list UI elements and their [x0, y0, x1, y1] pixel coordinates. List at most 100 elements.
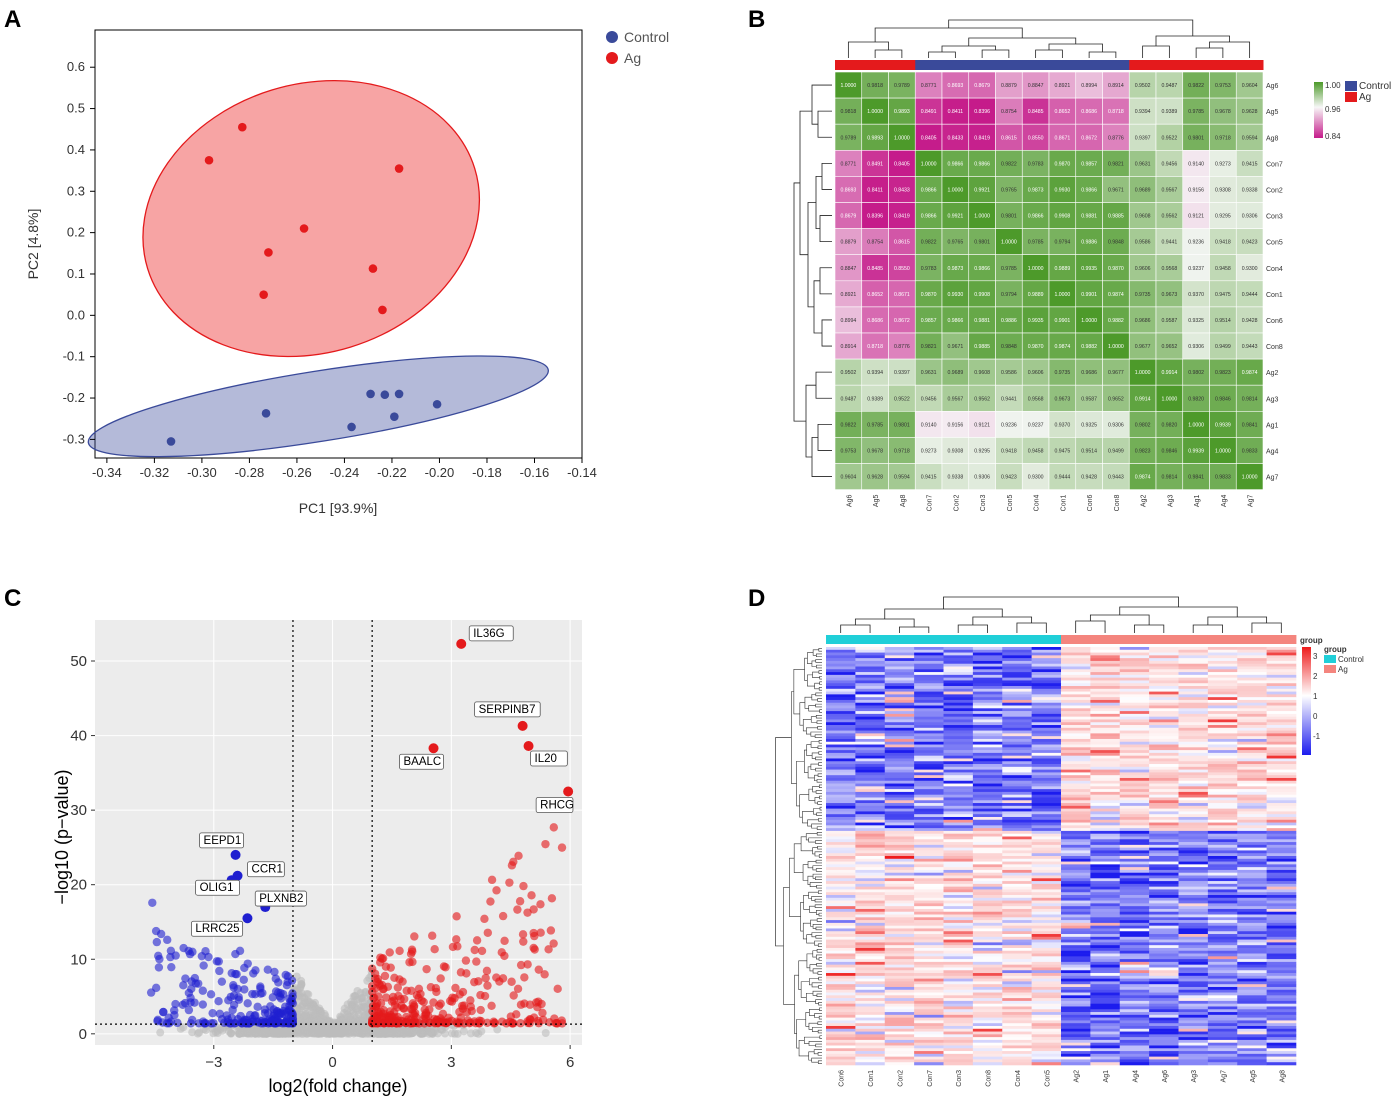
expression-cell — [1178, 911, 1209, 915]
expression-cell — [943, 836, 974, 840]
expression-cell — [943, 755, 974, 759]
expression-cell — [1149, 842, 1179, 846]
expression-cell — [1002, 755, 1032, 759]
expression-cell — [884, 789, 915, 793]
expression-cell — [1002, 688, 1032, 692]
expression-cell — [972, 900, 1003, 904]
correlation-cell-value: 0.8847 — [840, 266, 856, 272]
correlation-cell-value: 0.9794 — [1054, 240, 1070, 246]
expression-cell — [943, 1028, 974, 1032]
expression-cell — [1237, 719, 1267, 723]
expression-cell — [1002, 889, 1032, 893]
correlation-column-label: Ag1 — [1194, 495, 1201, 508]
expression-cell — [1090, 914, 1121, 918]
expression-cell — [1266, 733, 1297, 737]
correlation-cell-value: 0.9671 — [947, 344, 963, 350]
expression-cell — [1237, 920, 1267, 924]
correlation-cell — [888, 71, 916, 99]
expression-cell — [1178, 1056, 1209, 1060]
expression-cell — [1119, 736, 1150, 740]
expression-cell — [943, 959, 974, 963]
expression-cell — [1061, 839, 1091, 843]
correlation-cell — [1182, 228, 1210, 256]
expression-cell — [1031, 800, 1062, 804]
correlation-cell-value: 0.9866 — [921, 214, 937, 220]
expression-cell — [1149, 805, 1179, 809]
volcano-gene-label: BAALC — [404, 756, 442, 768]
expression-column-label: Ag2 — [1074, 1070, 1081, 1083]
correlation-cell-value: 1.0000 — [1028, 266, 1044, 272]
expression-cell — [1178, 872, 1209, 876]
expression-cell — [1090, 660, 1121, 665]
expression-cell — [826, 649, 856, 653]
expression-cell — [914, 998, 944, 1002]
expression-cell — [1237, 655, 1267, 659]
correlation-cell-value: 0.9458 — [1028, 448, 1044, 454]
correlation-cell — [941, 228, 970, 256]
expression-cell — [914, 881, 944, 885]
expression-cell — [1237, 764, 1267, 768]
correlation-cell-value: 0.9140 — [1188, 161, 1204, 167]
expression-row-dendrogram-branch — [814, 734, 822, 738]
correlation-cell — [1048, 254, 1077, 282]
expression-cell — [1031, 956, 1062, 960]
expression-cell — [884, 883, 915, 887]
expression-cell — [855, 889, 886, 893]
expression-cell — [884, 669, 915, 673]
volcano-point-up — [462, 969, 471, 978]
expression-cell — [1061, 708, 1091, 712]
expression-cell — [1207, 964, 1238, 968]
expression-cell — [1266, 758, 1297, 762]
expression-cell — [1119, 744, 1150, 748]
correlation-row-label: Ag3 — [1266, 396, 1279, 403]
volcano-gene-label: IL20 — [535, 753, 557, 765]
expression-cell — [884, 1039, 915, 1044]
expression-cell — [1178, 811, 1209, 815]
expression-row-dendrogram-branch — [818, 740, 822, 744]
expression-cell — [1266, 942, 1297, 946]
expression-cell — [826, 953, 856, 957]
expression-cell — [1002, 853, 1032, 857]
expression-cell — [1266, 922, 1297, 926]
expression-cell — [1149, 711, 1179, 715]
expression-cell — [1119, 897, 1150, 901]
expression-row-dendrogram-branch — [806, 992, 816, 1002]
expression-cell — [826, 791, 856, 795]
expression-cell — [943, 716, 974, 720]
expression-cell — [1031, 867, 1062, 871]
expression-row-dendrogram-branch — [812, 649, 819, 656]
expression-cell — [972, 928, 1003, 932]
correlation-cell — [1182, 384, 1210, 412]
volcano-point-up — [372, 977, 382, 986]
volcano-point-up — [393, 983, 403, 992]
expression-cell — [972, 853, 1003, 857]
expression-cell — [914, 825, 944, 829]
expression-cell — [914, 1028, 944, 1032]
expression-cell — [1178, 892, 1209, 896]
expression-cell — [1178, 744, 1209, 748]
expression-cell — [1207, 961, 1238, 965]
expression-cell — [1061, 973, 1091, 977]
volcano-point-down — [206, 990, 216, 999]
expression-cell — [972, 758, 1003, 762]
expression-cell — [1119, 942, 1150, 946]
correlation-cell — [968, 384, 996, 412]
expression-cell — [1002, 830, 1032, 835]
expression-cell — [1061, 727, 1091, 731]
expression-cell — [1178, 750, 1209, 754]
expression-cell — [914, 805, 944, 809]
expression-cell — [943, 931, 974, 935]
volcano-point-up — [421, 1010, 431, 1019]
correlation-cell — [941, 384, 970, 412]
expression-cell — [1149, 981, 1179, 985]
expression-cell — [884, 686, 915, 690]
expression-cell — [884, 844, 915, 848]
expression-cell — [884, 850, 915, 854]
expression-cell — [884, 758, 915, 762]
correlation-cell-value: 0.9325 — [1188, 318, 1204, 324]
expression-cell — [1002, 1020, 1032, 1024]
expression-cell — [1266, 713, 1297, 717]
expression-cell — [1119, 872, 1150, 876]
expression-cell — [1237, 986, 1267, 991]
expression-cell — [972, 842, 1003, 846]
